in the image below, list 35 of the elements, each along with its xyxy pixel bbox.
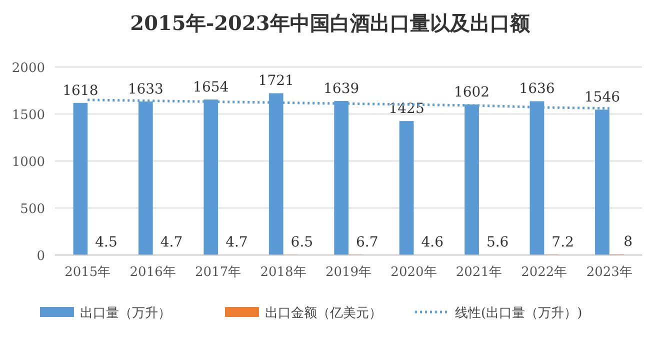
- y-tick-label: 2000: [12, 61, 45, 76]
- x-tick-label: 2022年: [521, 265, 568, 280]
- data-label: 1546: [584, 90, 620, 106]
- data-label: 1636: [519, 81, 555, 98]
- x-tick-label: 2018年: [260, 265, 306, 280]
- data-label: 5.6: [486, 234, 509, 250]
- data-label: 7.2: [552, 234, 574, 250]
- x-tick-label: 2023年: [586, 265, 632, 280]
- x-tick-label: 2020年: [390, 265, 437, 280]
- legend-label: 线性(出口量（万升）): [455, 306, 582, 321]
- data-label: 8: [624, 234, 633, 250]
- x-tick-label: 2019年: [325, 265, 372, 280]
- data-label: 4.6: [421, 234, 444, 251]
- data-label: 4.7: [160, 234, 183, 251]
- data-label: 1721: [258, 73, 294, 90]
- x-tick-label: 2021年: [456, 265, 502, 280]
- data-label: 1639: [324, 80, 360, 97]
- data-label: 1654: [193, 80, 229, 96]
- legend-label: 出口量（万升）: [80, 306, 171, 321]
- y-tick-label: 500: [20, 202, 45, 217]
- data-label: 1602: [454, 84, 490, 100]
- data-label: 4.7: [226, 234, 248, 251]
- data-label: 1633: [128, 82, 164, 98]
- x-tick-label: 2015年: [64, 265, 111, 280]
- y-tick-label: 1000: [12, 155, 45, 170]
- legend-label: 出口金额（亿美元）: [265, 305, 382, 321]
- y-tick-label: 1500: [12, 108, 45, 123]
- data-label: 6.5: [290, 234, 314, 250]
- y-tick-label: 0: [36, 249, 45, 264]
- data-label: 4.5: [95, 234, 118, 251]
- x-tick-label: 2016年: [130, 265, 176, 280]
- data-label: 1618: [62, 82, 98, 99]
- x-tick-label: 2017年: [195, 265, 242, 280]
- data-label: 6.7: [356, 234, 378, 250]
- chart-title: 2015年-2023年中国白酒出口量以及出口额: [130, 11, 531, 35]
